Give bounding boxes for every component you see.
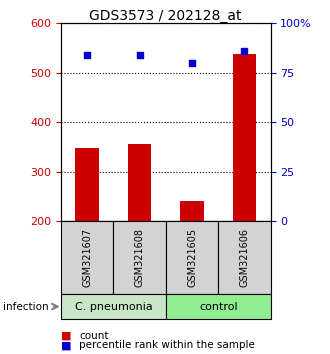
Point bbox=[137, 52, 142, 58]
Text: control: control bbox=[199, 302, 238, 312]
Text: count: count bbox=[79, 331, 109, 341]
Text: GDS3573 / 202128_at: GDS3573 / 202128_at bbox=[89, 9, 241, 23]
Text: ■: ■ bbox=[61, 340, 72, 350]
Point bbox=[189, 60, 195, 65]
Point bbox=[242, 48, 247, 53]
Text: GSM321605: GSM321605 bbox=[187, 228, 197, 287]
Text: GSM321606: GSM321606 bbox=[239, 228, 249, 287]
Bar bbox=[180, 201, 204, 221]
Bar bbox=[76, 148, 99, 221]
Text: GSM321608: GSM321608 bbox=[135, 228, 145, 287]
Text: GSM321607: GSM321607 bbox=[82, 228, 92, 287]
Text: percentile rank within the sample: percentile rank within the sample bbox=[79, 340, 255, 350]
Point bbox=[84, 52, 90, 58]
Text: infection: infection bbox=[3, 302, 49, 312]
Text: C. pneumonia: C. pneumonia bbox=[75, 302, 152, 312]
Text: ■: ■ bbox=[61, 331, 72, 341]
Bar bbox=[233, 54, 256, 221]
Bar bbox=[128, 144, 151, 221]
